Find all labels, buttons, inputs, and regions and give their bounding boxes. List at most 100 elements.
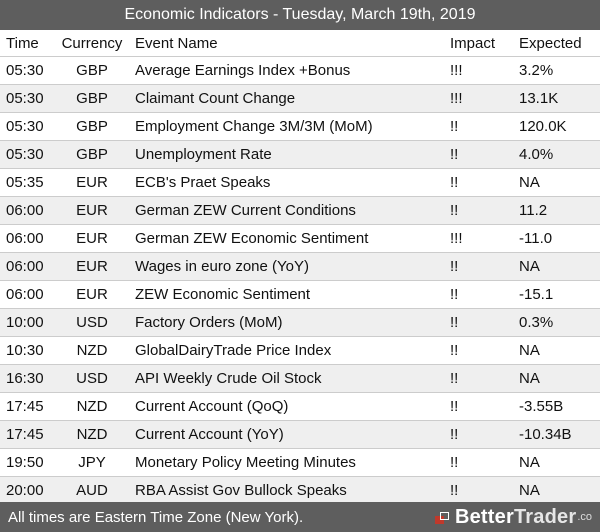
cell-time: 06:00 (6, 258, 44, 275)
cell-event-name: Factory Orders (MoM) (135, 314, 283, 331)
cell-impact: !! (450, 314, 459, 331)
brand-logo: BetterTrader .co (434, 505, 592, 529)
cell-expected: NA (519, 174, 540, 191)
cell-event-name: RBA Assist Gov Bullock Speaks (135, 482, 347, 499)
table-row: 17:45 NZD Current Account (YoY)!! -10.34B (0, 421, 600, 449)
cell-impact: !!! (450, 62, 463, 79)
cell-time: 16:30 (6, 370, 44, 387)
table-row: 19:50 JPY Monetary Policy Meeting Minutes!… (0, 449, 600, 477)
cell-currency: NZD (76, 398, 108, 415)
table-row: 06:00 EUR German ZEW Current Conditions!! 1… (0, 197, 600, 225)
column-expected: Expected (519, 34, 582, 52)
cell-currency: EUR (76, 286, 108, 303)
cell-expected: NA (519, 258, 540, 275)
cell-expected: -10.34B (519, 426, 572, 443)
cell-impact: !! (450, 286, 459, 303)
cell-event-name: Claimant Count Change (135, 90, 296, 107)
table-row: 05:30 GBP Claimant Count Change!!! 13.1K (0, 85, 600, 113)
cell-event-name: ECB's Praet Speaks (135, 174, 271, 191)
cell-currency: EUR (76, 202, 108, 219)
cell-event-name: German ZEW Economic Sentiment (135, 230, 369, 247)
cell-currency: EUR (76, 230, 108, 247)
cell-impact: !! (450, 398, 459, 415)
cell-time: 05:30 (6, 90, 44, 107)
cell-impact: !! (450, 482, 459, 499)
cell-event-name: German ZEW Current Conditions (135, 202, 356, 219)
cell-event-name: Unemployment Rate (135, 146, 272, 163)
cell-expected: 4.0% (519, 146, 554, 163)
cell-impact: !! (450, 174, 459, 191)
cell-time: 17:45 (6, 426, 44, 443)
cell-time: 19:50 (6, 454, 44, 471)
cell-impact: !! (450, 146, 459, 163)
cell-impact: !! (450, 342, 459, 359)
cell-event-name: Employment Change 3M/3M (MoM) (135, 118, 373, 135)
cell-currency: EUR (76, 258, 108, 275)
cell-expected: NA (519, 370, 540, 387)
footer-bar: All times are Eastern Time Zone (New Yor… (0, 502, 600, 532)
column-header-row: Time Currency Event Name Impact Expected (0, 30, 600, 57)
cell-currency: NZD (76, 426, 108, 443)
table-row: 16:30 USD API Weekly Crude Oil Stock!! NA (0, 365, 600, 393)
table-row: 05:30 GBP Unemployment Rate!! 4.0% (0, 141, 600, 169)
cell-time: 06:00 (6, 230, 44, 247)
cell-currency: GBP (76, 118, 108, 135)
cell-time: 06:00 (6, 286, 44, 303)
cell-currency: GBP (76, 146, 108, 163)
column-currency: Currency (61, 34, 123, 52)
calendar-title: Economic Indicators - Tuesday, March 19t… (0, 0, 600, 30)
cell-impact: !! (450, 118, 459, 135)
brand-name: BetterTrader (454, 505, 577, 528)
timezone-note: All times are Eastern Time Zone (New Yor… (8, 508, 304, 526)
cell-expected: NA (519, 342, 540, 359)
cell-currency: USD (76, 314, 108, 331)
cell-expected: 0.3% (519, 314, 554, 331)
cell-currency: USD (76, 370, 108, 387)
column-impact: Impact (450, 34, 496, 52)
cell-impact: !! (450, 370, 459, 387)
brand-suffix: .co (577, 511, 592, 523)
table-row: 06:00 EUR ZEW Economic Sentiment!! -15.1 (0, 281, 600, 309)
column-time: Time (6, 34, 39, 52)
cell-expected: -3.55B (519, 398, 564, 415)
cell-event-name: Current Account (QoQ) (135, 398, 289, 415)
table-row: 05:30 GBP Employment Change 3M/3M (MoM)!! 1… (0, 113, 600, 141)
table-row: 05:30 GBP Average Earnings Index +Bonus!!!… (0, 57, 600, 85)
table-row: 06:00 EUR German ZEW Economic Sentiment!!!… (0, 225, 600, 253)
cell-currency: NZD (76, 342, 108, 359)
cell-impact: !! (450, 202, 459, 219)
cell-event-name: GlobalDairyTrade Price Index (135, 342, 332, 359)
cell-impact: !!! (450, 90, 463, 107)
cell-time: 20:00 (6, 482, 44, 499)
cell-event-name: API Weekly Crude Oil Stock (135, 370, 322, 387)
cell-time: 05:30 (6, 146, 44, 163)
cell-expected: 3.2% (519, 62, 554, 79)
cell-time: 10:30 (6, 342, 44, 359)
table-row: 10:30 NZD GlobalDairyTrade Price Index!! NA (0, 337, 600, 365)
cell-impact: !! (450, 426, 459, 443)
cell-time: 05:30 (6, 62, 44, 79)
cell-event-name: Wages in euro zone (YoY) (135, 258, 309, 275)
cell-event-name: ZEW Economic Sentiment (135, 286, 311, 303)
cell-currency: EUR (76, 174, 108, 191)
cell-time: 05:35 (6, 174, 44, 191)
cell-time: 05:30 (6, 118, 44, 135)
cell-expected: NA (519, 454, 540, 471)
cell-currency: GBP (76, 62, 108, 79)
table-row: 17:45 NZD Current Account (QoQ)!! -3.55B (0, 393, 600, 421)
column-event-name: Event Name (135, 34, 218, 52)
cell-event-name: Current Account (YoY) (135, 426, 284, 443)
cell-time: 17:45 (6, 398, 44, 415)
cell-impact: !! (450, 454, 459, 471)
cell-expected: 11.2 (519, 202, 548, 219)
cell-time: 10:00 (6, 314, 44, 331)
cell-impact: !! (450, 258, 459, 275)
cell-expected: -15.1 (519, 286, 554, 303)
cell-expected: NA (519, 482, 540, 499)
table-row: 20:00 AUD RBA Assist Gov Bullock Speaks!! N… (0, 477, 600, 505)
cell-event-name: Monetary Policy Meeting Minutes (135, 454, 356, 471)
cell-currency: AUD (76, 482, 108, 499)
cell-expected: 13.1K (519, 90, 559, 107)
cell-currency: JPY (78, 454, 106, 471)
